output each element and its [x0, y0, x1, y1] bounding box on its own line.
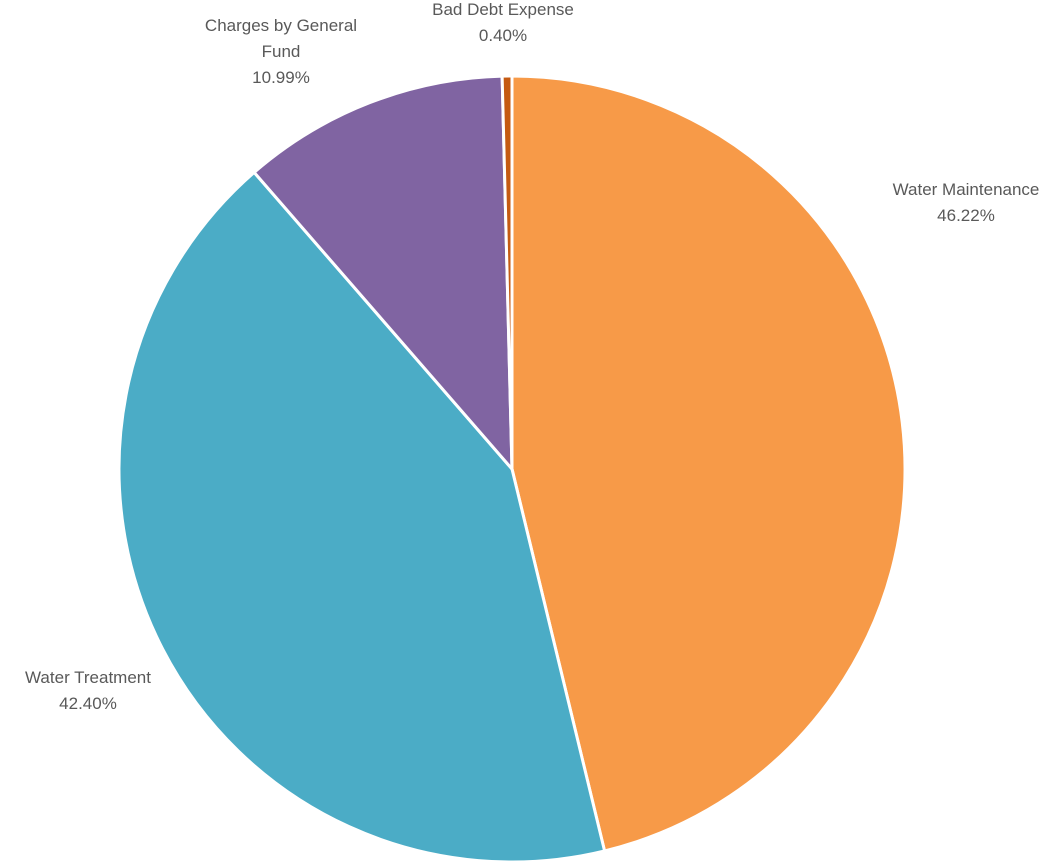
- data-label-line: 46.22%: [937, 206, 995, 225]
- data-label-line: Water Maintenance: [893, 180, 1040, 199]
- pie-slices: [117, 74, 907, 864]
- data-label-line: 42.40%: [59, 694, 117, 713]
- data-label-line: Charges by General: [205, 16, 357, 35]
- pie-slice-bad-debt-expense: [500, 74, 514, 471]
- data-label-water-maintenance: Water Maintenance 46.22%: [893, 180, 1040, 225]
- data-label-water-treatment: Water Treatment 42.40%: [25, 668, 151, 713]
- data-label-bad-debt-expense: Bad Debt Expense 0.40%: [432, 0, 574, 45]
- data-label-line: Bad Debt Expense: [432, 0, 574, 19]
- pie-slice-charges-by-general-fund: [252, 74, 514, 471]
- pie-slice-water-treatment: [117, 170, 607, 864]
- data-label-line: 0.40%: [479, 26, 527, 45]
- pie-slice-water-maintenance: [510, 74, 907, 853]
- data-label-line: Water Treatment: [25, 668, 151, 687]
- data-label-charges-by-general-fund: Charges by General Fund 10.99%: [205, 16, 357, 87]
- pie-data-labels: Water Maintenance 46.22% Water Treatment 42…: [25, 0, 1039, 713]
- data-label-line: 10.99%: [252, 68, 310, 87]
- data-label-line: Fund: [262, 42, 301, 61]
